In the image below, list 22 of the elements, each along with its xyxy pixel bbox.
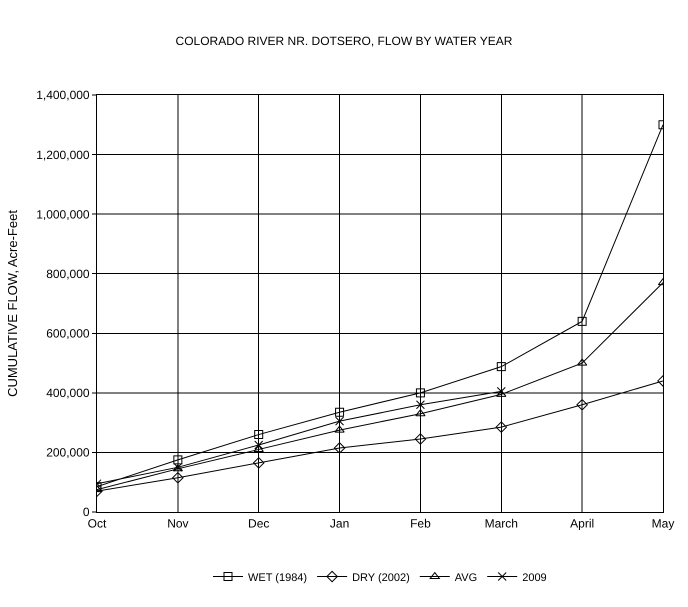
y-axis-title: CUMULATIVE FLOW, Acre-Feet — [5, 210, 20, 397]
y-tick-label: 800,000 — [46, 266, 90, 281]
x-tick-label: April — [570, 516, 594, 530]
x-tick-label: March — [484, 516, 518, 530]
x-tick-label: Dec — [248, 516, 270, 530]
x-tick-label: Feb — [410, 516, 432, 530]
y-tick-label: 600,000 — [46, 326, 90, 340]
y-tick-label: 1,400,000 — [36, 88, 90, 102]
y-tick-label: 400,000 — [46, 386, 90, 400]
x-tick-label: Nov — [167, 516, 189, 530]
y-tick-label: 0 — [82, 505, 90, 520]
legend-label: DRY (2002) — [352, 572, 410, 584]
legend-label: 2009 — [522, 572, 547, 584]
y-tick-label: 1,000,000 — [36, 207, 90, 222]
legend-label: AVG — [454, 572, 478, 584]
x-tick-label: May — [652, 516, 674, 530]
x-tick-label: Jan — [330, 516, 350, 530]
y-tick-label: 200,000 — [46, 446, 90, 460]
chart-title: COLORADO RIVER NR. DOTSERO, FLOW BY WATER YEAR — [176, 34, 513, 48]
y-tick-label: 1,200,000 — [36, 148, 90, 162]
x-tick-label: Oct — [88, 516, 107, 530]
legend-label: WET (1984) — [248, 572, 308, 584]
